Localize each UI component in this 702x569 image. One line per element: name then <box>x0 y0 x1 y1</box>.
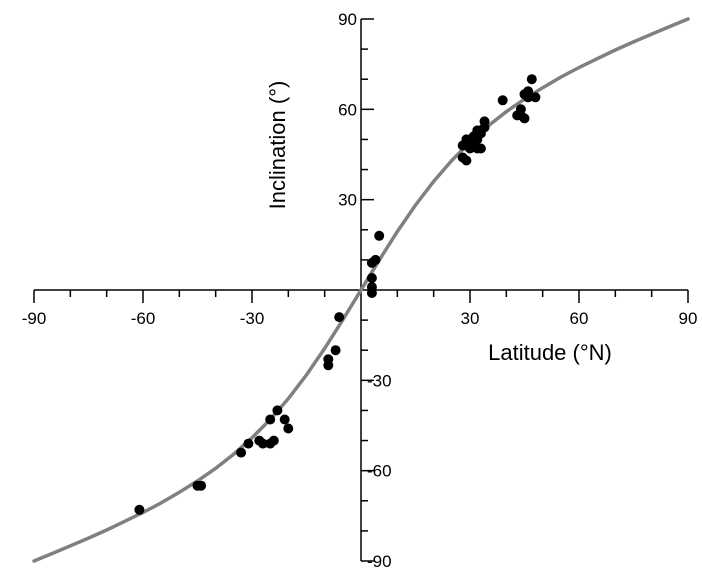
data-point <box>497 95 508 106</box>
data-point <box>330 345 341 356</box>
x-tick-label: 90 <box>679 309 698 328</box>
y-tick-label: -60 <box>367 462 392 481</box>
x-tick-label: -30 <box>240 309 265 328</box>
data-point <box>461 155 472 166</box>
data-point <box>526 74 537 85</box>
data-points <box>134 74 541 515</box>
data-point <box>523 86 534 97</box>
data-point <box>257 438 268 449</box>
tick-labels: -90 -60 -30 30 60 90 90 60 30 -30 -60 -90 <box>22 10 698 569</box>
x-tick-label: -90 <box>22 309 47 328</box>
y-tick-label: -30 <box>367 371 392 390</box>
data-point <box>323 360 334 371</box>
data-point <box>366 273 377 283</box>
y-tick-label: 60 <box>338 100 357 119</box>
data-point <box>479 116 490 127</box>
data-point <box>370 254 381 265</box>
data-point <box>236 447 247 458</box>
y-tick-label: 30 <box>338 191 357 210</box>
data-point <box>272 405 283 416</box>
data-point <box>279 414 290 425</box>
data-point <box>366 288 377 298</box>
data-point <box>334 312 345 323</box>
ticks <box>33 18 689 562</box>
x-axis-label: Latitude (°N) <box>488 340 612 365</box>
y-tick-label: -90 <box>367 552 392 569</box>
data-point <box>374 230 385 241</box>
y-tick-label: 90 <box>338 10 357 29</box>
y-axis-label: Inclination (°) <box>265 81 290 210</box>
x-tick-label: -60 <box>131 309 156 328</box>
data-point <box>530 92 541 103</box>
data-point <box>268 435 279 446</box>
data-point <box>283 423 294 434</box>
x-tick-label: 30 <box>461 309 480 328</box>
data-point <box>519 113 530 124</box>
data-point <box>196 480 207 491</box>
data-point <box>134 504 145 515</box>
data-point <box>475 143 486 154</box>
x-tick-label: 60 <box>570 309 589 328</box>
data-point <box>265 414 276 425</box>
data-point <box>243 438 254 449</box>
